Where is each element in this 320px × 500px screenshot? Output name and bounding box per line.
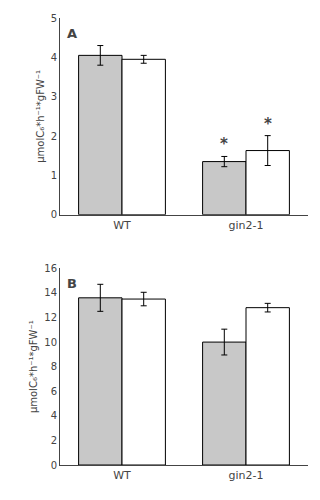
svg-text:10: 10 — [44, 337, 57, 348]
svg-text:A: A — [67, 26, 77, 41]
svg-text:*: * — [220, 135, 228, 153]
svg-text:μmolC₆*h⁻¹*gFW⁻¹: μmolC₆*h⁻¹*gFW⁻¹ — [28, 320, 39, 413]
svg-text:8: 8 — [51, 361, 57, 372]
svg-text:gin2-1: gin2-1 — [229, 219, 264, 232]
svg-text:gin2-1: gin2-1 — [229, 469, 264, 482]
svg-text:5: 5 — [51, 13, 57, 24]
svg-text:0: 0 — [51, 460, 57, 471]
svg-text:μmolC₆*h⁻¹*gFW⁻¹: μmolC₆*h⁻¹*gFW⁻¹ — [35, 70, 46, 163]
svg-text:0: 0 — [51, 209, 57, 220]
svg-text:1: 1 — [51, 170, 57, 181]
svg-text:2: 2 — [51, 435, 57, 446]
svg-text:14: 14 — [44, 287, 57, 298]
svg-text:2: 2 — [51, 131, 57, 142]
svg-text:*: * — [264, 115, 272, 133]
svg-text:WT: WT — [113, 469, 131, 482]
svg-text:3: 3 — [51, 91, 57, 102]
svg-text:16: 16 — [44, 263, 57, 274]
svg-text:12: 12 — [44, 312, 57, 323]
svg-text:4: 4 — [51, 52, 57, 63]
svg-text:B: B — [67, 276, 77, 291]
svg-text:6: 6 — [51, 386, 57, 397]
svg-text:WT: WT — [113, 219, 131, 232]
svg-text:4: 4 — [51, 410, 57, 421]
